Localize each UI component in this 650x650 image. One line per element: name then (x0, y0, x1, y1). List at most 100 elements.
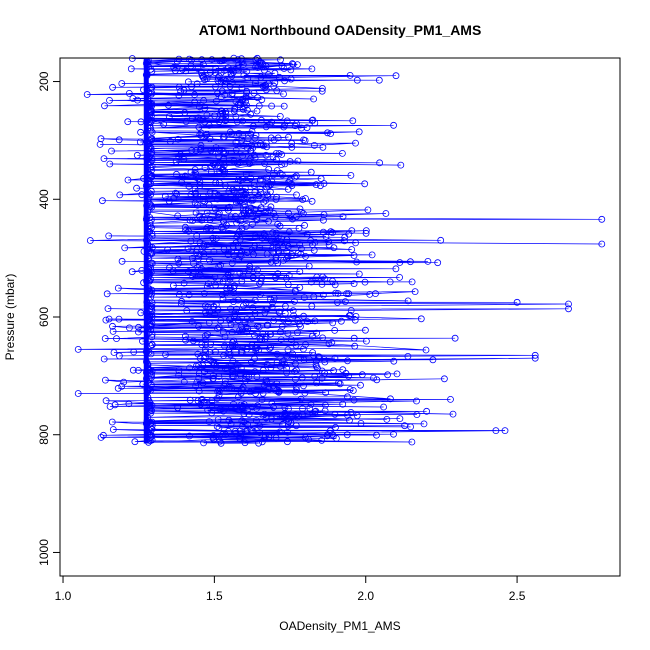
data-point (148, 154, 156, 162)
data-point (253, 214, 261, 222)
data-point (137, 309, 145, 317)
data-point (104, 305, 112, 313)
data-point (252, 79, 259, 87)
data-point (240, 209, 248, 217)
data-point (248, 403, 256, 411)
data-point (281, 309, 289, 317)
data-point (106, 97, 113, 104)
data-point (201, 76, 209, 84)
data-point (146, 159, 154, 167)
x-tick-label: 1.0 (55, 589, 72, 603)
data-point (227, 420, 235, 428)
data-point (318, 280, 326, 288)
data-point (239, 152, 247, 159)
data-point (262, 82, 270, 89)
data-point (109, 83, 116, 91)
data-point (231, 212, 239, 220)
data-point (187, 237, 195, 245)
data-point (253, 216, 261, 224)
data-point (174, 404, 182, 412)
chart-title: ATOM1 Northbound OADensity_PM1_AMS (199, 22, 482, 38)
data-point (114, 384, 122, 392)
data-point (330, 367, 338, 375)
data-point (187, 168, 195, 176)
data-point (373, 431, 380, 439)
data-point (243, 373, 250, 381)
data-point (212, 235, 220, 242)
data-point (191, 185, 199, 193)
data-point (327, 228, 335, 236)
data-point (236, 235, 244, 243)
data-point (238, 84, 246, 91)
data-point (243, 328, 251, 336)
data-point (396, 259, 404, 266)
data-point (302, 195, 309, 202)
data-point (213, 423, 221, 430)
data-point (146, 419, 154, 427)
data-point (244, 135, 252, 143)
data-point (235, 129, 243, 137)
data-point (305, 435, 312, 443)
data-point (196, 354, 204, 362)
data-point (103, 290, 111, 298)
data-point (227, 213, 235, 221)
data-point (234, 197, 241, 205)
data-point (251, 332, 258, 339)
data-point (125, 400, 133, 408)
data-point (257, 176, 264, 184)
data-point (199, 362, 207, 370)
data-point (196, 178, 204, 186)
data-point (313, 364, 321, 372)
data-point (191, 98, 199, 106)
data-point (274, 134, 282, 142)
data-point (208, 56, 216, 63)
data-point (238, 405, 246, 413)
data-point (209, 358, 217, 366)
data-point (240, 418, 248, 426)
data-point (221, 182, 229, 190)
data-point (124, 118, 132, 126)
data-point (300, 136, 308, 144)
data-point (194, 65, 202, 72)
data-point (222, 431, 230, 439)
data-point (193, 80, 201, 88)
data-point (177, 87, 185, 95)
data-point (101, 102, 108, 110)
data-point (239, 61, 247, 68)
data-point (199, 192, 207, 200)
data-point (237, 217, 245, 225)
data-point (345, 230, 353, 238)
data-point (232, 198, 240, 206)
data-point (269, 244, 277, 252)
data-point (262, 62, 270, 70)
data-point (313, 273, 321, 281)
data-point (300, 312, 308, 320)
data-point (197, 141, 205, 149)
data-point (255, 192, 263, 200)
data-point (177, 300, 185, 308)
data-point (268, 399, 276, 407)
data-point (214, 324, 221, 332)
data-point (145, 374, 153, 382)
data-point (348, 246, 356, 253)
data-point (178, 173, 186, 181)
data-point (329, 319, 337, 327)
data-point (298, 374, 306, 382)
data-point (347, 171, 355, 179)
data-point (116, 352, 123, 360)
data-point (339, 213, 347, 221)
data-point (239, 383, 247, 391)
data-point (373, 376, 381, 384)
data-point (302, 341, 309, 349)
data-point (198, 395, 206, 403)
data-point (246, 160, 253, 168)
data-point (146, 122, 154, 129)
data-point (289, 353, 297, 361)
data-point (201, 302, 209, 310)
data-point (195, 387, 203, 395)
data-point (264, 192, 272, 200)
data-point (251, 188, 259, 196)
data-point (318, 374, 326, 382)
data-point (274, 270, 282, 278)
data-point (284, 330, 292, 337)
